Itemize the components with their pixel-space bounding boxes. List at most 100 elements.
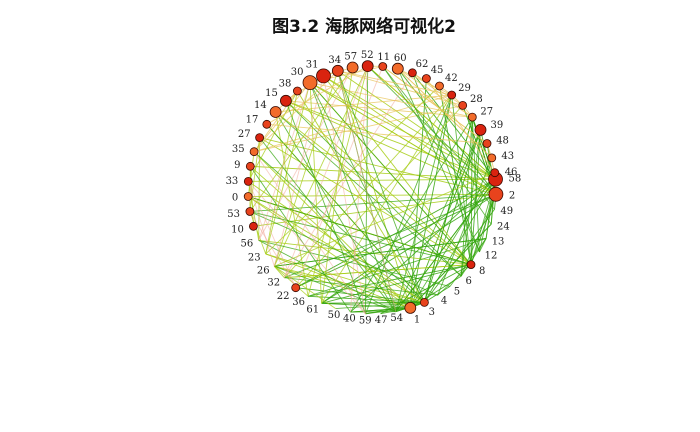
node-label-35: 35 [232,144,245,155]
edge-177 [249,211,267,255]
node-label-17: 17 [246,115,259,126]
node-label-33: 33 [226,176,239,187]
node-label-52: 52 [361,50,374,61]
node-label-13: 13 [492,236,505,247]
node-marker-33 [243,176,253,186]
node-marker-0 [243,192,253,201]
node-marker-14 [269,106,282,118]
edge-74 [380,264,472,315]
edge-199 [283,72,413,278]
node-label-29: 29 [458,83,471,94]
edge-203 [249,211,297,288]
edge-76 [308,264,472,297]
edge-31 [409,78,427,308]
edge-37 [409,129,481,309]
edge-65 [439,85,472,265]
edge-142 [266,65,368,125]
edge-54 [424,286,451,303]
node-marker-52 [361,60,374,72]
edge-66 [285,100,472,265]
edge-14 [323,75,496,180]
edge-113 [273,65,369,267]
edge-173 [253,70,339,153]
edge-205 [247,181,275,267]
edge-109 [309,82,472,265]
edge-58 [265,253,425,303]
edge-163 [274,265,336,309]
edge-165 [274,238,487,267]
edge-168 [265,85,440,255]
node-marker-22 [291,283,301,293]
node-label-12: 12 [485,251,498,262]
node-label-3: 3 [429,307,435,318]
edge-156 [460,129,481,277]
node-label-53: 53 [227,209,240,220]
edge-24 [309,82,497,195]
node-layer [243,60,504,314]
node-marker-3 [419,297,429,307]
node-label-24: 24 [497,221,510,232]
edge-51 [297,90,425,303]
edge-108 [471,117,480,253]
edge-18 [253,193,496,227]
node-label-59: 59 [359,315,372,326]
edge-130 [247,90,298,182]
edge-160 [285,100,366,314]
node-marker-8 [466,260,476,270]
node-marker-9 [245,161,255,171]
node-marker-45 [421,74,431,83]
edge-124 [423,116,473,303]
node-marker-53 [245,207,255,216]
node-marker-57 [346,61,359,74]
edge-195 [451,94,472,265]
edge-75 [259,137,472,265]
node-label-5: 5 [454,287,460,298]
edge-196 [350,116,473,313]
edge-182 [382,66,488,144]
edge-166 [395,129,481,312]
node-label-39: 39 [491,120,504,131]
edge-42 [365,307,411,315]
edge-11 [412,72,496,180]
node-marker-48 [482,139,492,148]
node-label-57: 57 [344,52,357,63]
edge-204 [273,75,324,267]
node-marker-10 [248,221,258,231]
edge-208 [295,66,384,288]
edge-190 [265,82,311,255]
edge-201 [258,67,353,241]
node-marker-27b [467,112,477,122]
node-label-32: 32 [267,277,280,288]
edge-99 [285,100,473,118]
edge-36 [350,307,411,313]
node-marker-30 [302,75,318,90]
node-label-1: 1 [414,314,420,325]
node-label-36: 36 [292,297,305,308]
node-label-50: 50 [328,310,341,321]
node-label-47: 47 [375,315,388,326]
figure-title: 图3.2 海豚网络可视化2 [272,16,456,37]
node-label-30: 30 [291,67,304,78]
edge-4 [248,178,496,182]
edge-206 [350,66,369,313]
edge-104 [253,151,425,303]
node-label-0: 0 [232,193,238,204]
edge-210 [247,181,297,288]
node-label-43: 43 [501,151,514,162]
edge-93 [249,67,353,212]
node-label-23: 23 [248,253,261,264]
edge-57 [308,295,425,303]
node-marker-34 [331,64,344,77]
edge-157 [248,196,472,266]
edge-92 [275,111,397,312]
node-label-45: 45 [431,65,444,76]
node-label-46: 46 [505,167,518,178]
node-label-22: 22 [277,291,290,302]
edge-52 [423,129,481,303]
node-marker-60 [391,62,404,75]
node-label-11: 11 [377,52,390,63]
node-marker-28 [458,101,468,110]
edge-171 [274,265,309,297]
node-marker-1 [404,301,417,314]
